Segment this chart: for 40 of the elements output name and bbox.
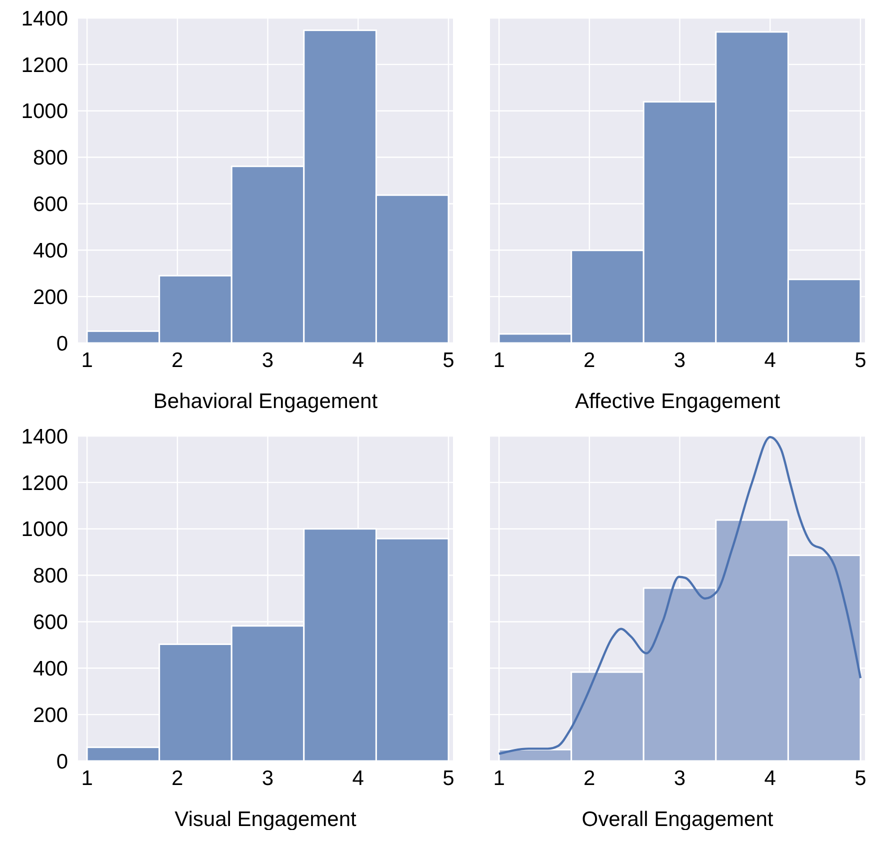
x-tick-label: 3 xyxy=(262,767,274,790)
x-tick-label: 4 xyxy=(352,767,364,790)
x-tick-label: 1 xyxy=(81,767,93,790)
y-tick-label: 0 xyxy=(56,332,68,356)
y-tick-label: 1000 xyxy=(21,100,68,124)
x-tick-label: 5 xyxy=(442,349,454,372)
x-tick-label: 5 xyxy=(442,767,454,790)
x-tick-label: 5 xyxy=(854,349,866,372)
y-tick-label: 0 xyxy=(56,750,68,774)
x-tick-label: 3 xyxy=(674,767,686,790)
y-tick-label: 1200 xyxy=(21,54,68,77)
x-tick-label: 2 xyxy=(172,349,184,372)
x-tick-label: 4 xyxy=(764,767,776,790)
x-axis-title: Visual Engagement xyxy=(174,808,357,831)
y-tick-label: 800 xyxy=(32,564,68,588)
y-tick-label: 600 xyxy=(32,611,68,634)
x-tick-label: 1 xyxy=(493,349,505,372)
y-tick-label: 600 xyxy=(32,193,68,216)
x-tick-label: 3 xyxy=(262,349,274,372)
x-tick-label: 2 xyxy=(172,767,184,790)
y-tick-label: 400 xyxy=(32,657,68,680)
y-tick-label: 1000 xyxy=(21,518,68,542)
y-tick-label: 1400 xyxy=(21,7,68,30)
y-tick-label: 400 xyxy=(32,239,68,262)
x-tick-label: 1 xyxy=(493,767,505,790)
x-axis-title: Overall Engagement xyxy=(582,808,774,831)
y-tick-label: 800 xyxy=(32,146,68,170)
x-tick-label: 2 xyxy=(584,349,596,372)
y-tick-label: 200 xyxy=(32,704,68,727)
x-tick-label: 3 xyxy=(674,349,686,372)
x-tick-label: 5 xyxy=(854,767,866,790)
x-tick-label: 4 xyxy=(764,349,776,372)
x-axis-title: Affective Engagement xyxy=(574,390,780,413)
y-tick-label: 1200 xyxy=(21,472,68,495)
x-tick-label: 2 xyxy=(584,767,596,790)
x-tick-label: 4 xyxy=(352,349,364,372)
y-tick-label: 200 xyxy=(32,286,68,309)
y-tick-label: 1400 xyxy=(21,425,68,448)
x-axis-title: Behavioral Engagement xyxy=(153,390,378,413)
x-tick-label: 1 xyxy=(81,349,93,372)
